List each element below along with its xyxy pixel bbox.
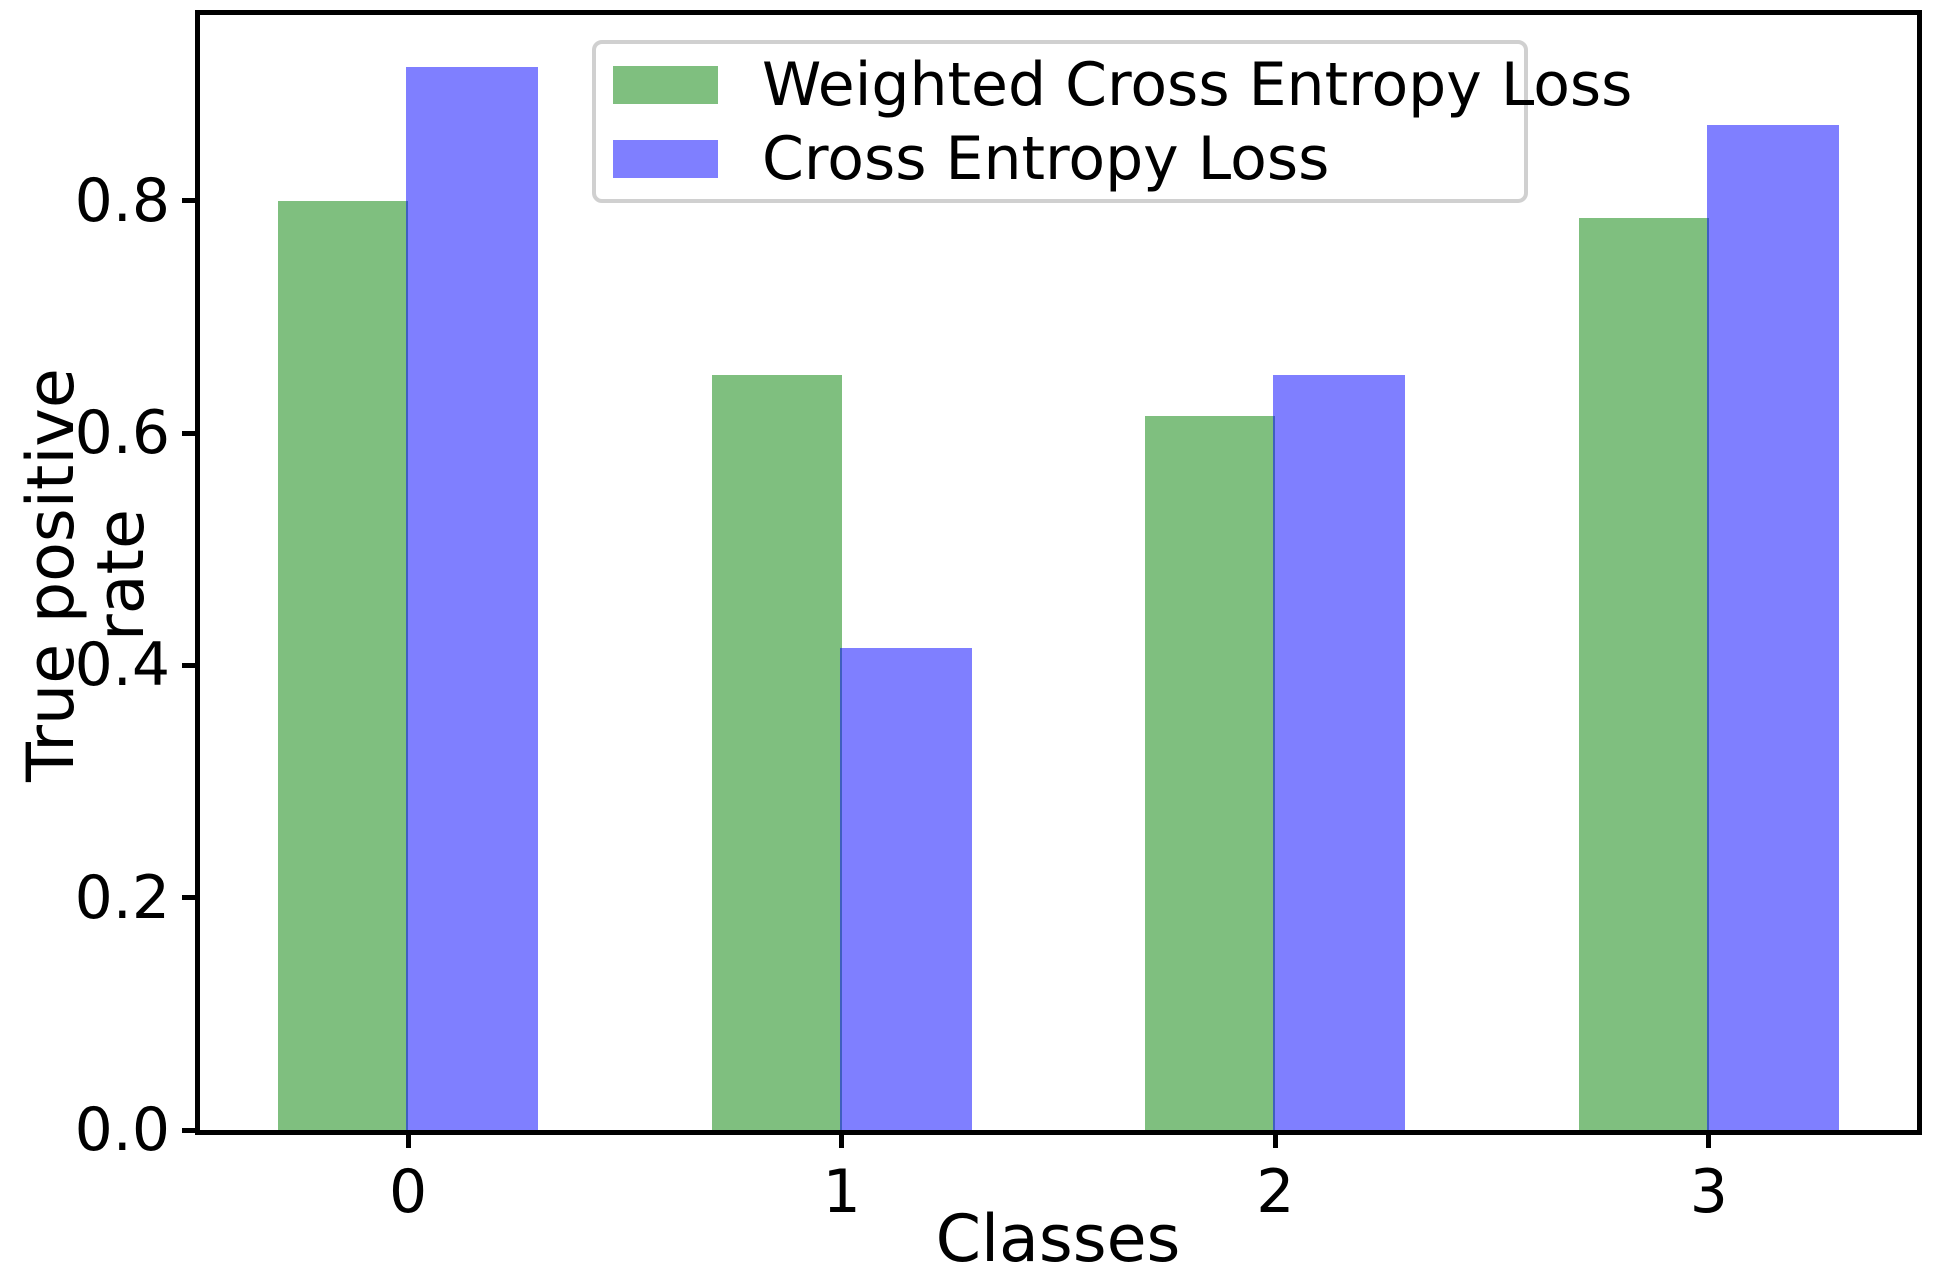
bar-series0-class2 bbox=[1145, 415, 1276, 1130]
y-tick-label-0.4: 0.4 bbox=[74, 630, 170, 701]
legend-item-0: Weighted Cross Entropy Loss bbox=[613, 54, 1632, 116]
bar-series1-class0 bbox=[406, 67, 539, 1130]
y-axis-label: True positive rate bbox=[14, 368, 159, 782]
y-tick-0.4 bbox=[182, 662, 200, 668]
x-tick-label-1: 1 bbox=[822, 1157, 861, 1227]
legend-swatch-icon bbox=[613, 65, 718, 104]
x-tick-3 bbox=[1706, 1130, 1712, 1148]
y-tick-label-0.6: 0.6 bbox=[74, 398, 170, 469]
bar-series0-class3 bbox=[1578, 218, 1709, 1130]
y-tick-0.8 bbox=[182, 198, 200, 204]
x-tick-1 bbox=[839, 1130, 845, 1148]
x-tick-label-2: 2 bbox=[1256, 1157, 1295, 1227]
x-tick-label-3: 3 bbox=[1689, 1157, 1728, 1227]
x-tick-label-0: 0 bbox=[389, 1157, 428, 1227]
bar-series1-class2 bbox=[1273, 375, 1406, 1130]
legend: Weighted Cross Entropy Loss Cross Entropy… bbox=[592, 40, 1632, 203]
x-tick-2 bbox=[1272, 1130, 1278, 1148]
y-tick-label-0.0: 0.0 bbox=[74, 1095, 170, 1165]
legend-label: Cross Entropy Loss bbox=[762, 123, 1330, 194]
bar-series1-class3 bbox=[1706, 125, 1839, 1130]
y-tick-0.0 bbox=[182, 1127, 200, 1133]
bar-series0-class0 bbox=[278, 200, 409, 1130]
y-tick-label-0.2: 0.2 bbox=[74, 862, 170, 933]
x-tick-0 bbox=[405, 1130, 411, 1148]
bar-series0-class1 bbox=[711, 375, 842, 1130]
y-tick-0.6 bbox=[182, 430, 200, 436]
legend-label: Weighted Cross Entropy Loss bbox=[762, 49, 1633, 120]
y-tick-label-0.8: 0.8 bbox=[74, 165, 170, 236]
bar-series1-class1 bbox=[839, 648, 972, 1130]
y-tick-0.2 bbox=[182, 895, 200, 901]
x-axis-label: Classes bbox=[935, 1202, 1181, 1277]
legend-item-1: Cross Entropy Loss bbox=[613, 128, 1524, 190]
legend-swatch-icon bbox=[613, 139, 718, 178]
